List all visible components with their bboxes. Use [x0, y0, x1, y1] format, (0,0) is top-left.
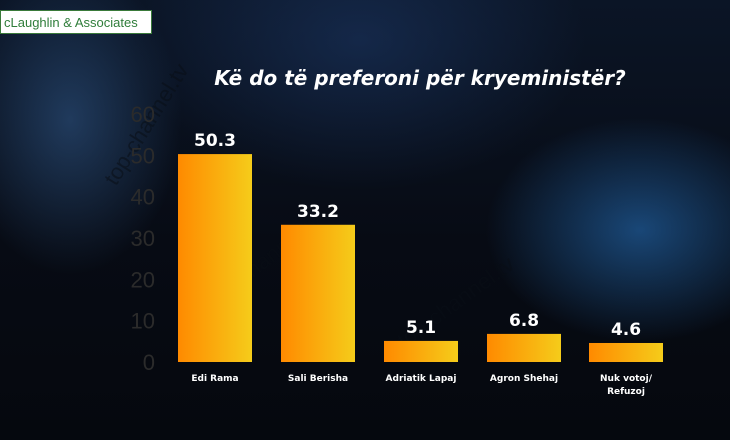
x-category-label: Adriatik Lapaj	[386, 374, 457, 384]
bar-value-label: 50.3	[194, 131, 236, 151]
x-category-label: Nuk votoj/Refuzoj	[600, 374, 653, 397]
bar	[487, 333, 561, 362]
bar	[281, 224, 355, 362]
y-tick-label: 40	[131, 185, 155, 210]
y-tick-label: 20	[131, 267, 155, 292]
y-tick-label: 30	[131, 226, 155, 251]
x-category-label: Agron Shehaj	[490, 374, 558, 384]
x-category-label: Sali Berisha	[288, 374, 348, 384]
y-tick-label: 60	[131, 102, 155, 127]
bar	[178, 154, 252, 362]
pollster-name: cLaughlin & Associates	[4, 14, 138, 30]
bar-value-label: 6.8	[509, 311, 539, 331]
y-tick-label: 50	[131, 143, 155, 168]
pollster-logo: cLaughlin & Associates	[0, 10, 152, 34]
chart-title: Kë do të preferoni për kryeministër?	[214, 66, 626, 90]
bar-value-label: 4.6	[611, 320, 641, 340]
bar	[384, 340, 458, 362]
y-tick-label: 0	[143, 350, 155, 375]
bar-value-label: 5.1	[406, 318, 436, 338]
bar-value-label: 33.2	[297, 202, 339, 222]
y-tick-label: 10	[131, 309, 155, 334]
bar	[589, 342, 663, 362]
x-category-label: Edi Rama	[191, 374, 238, 384]
